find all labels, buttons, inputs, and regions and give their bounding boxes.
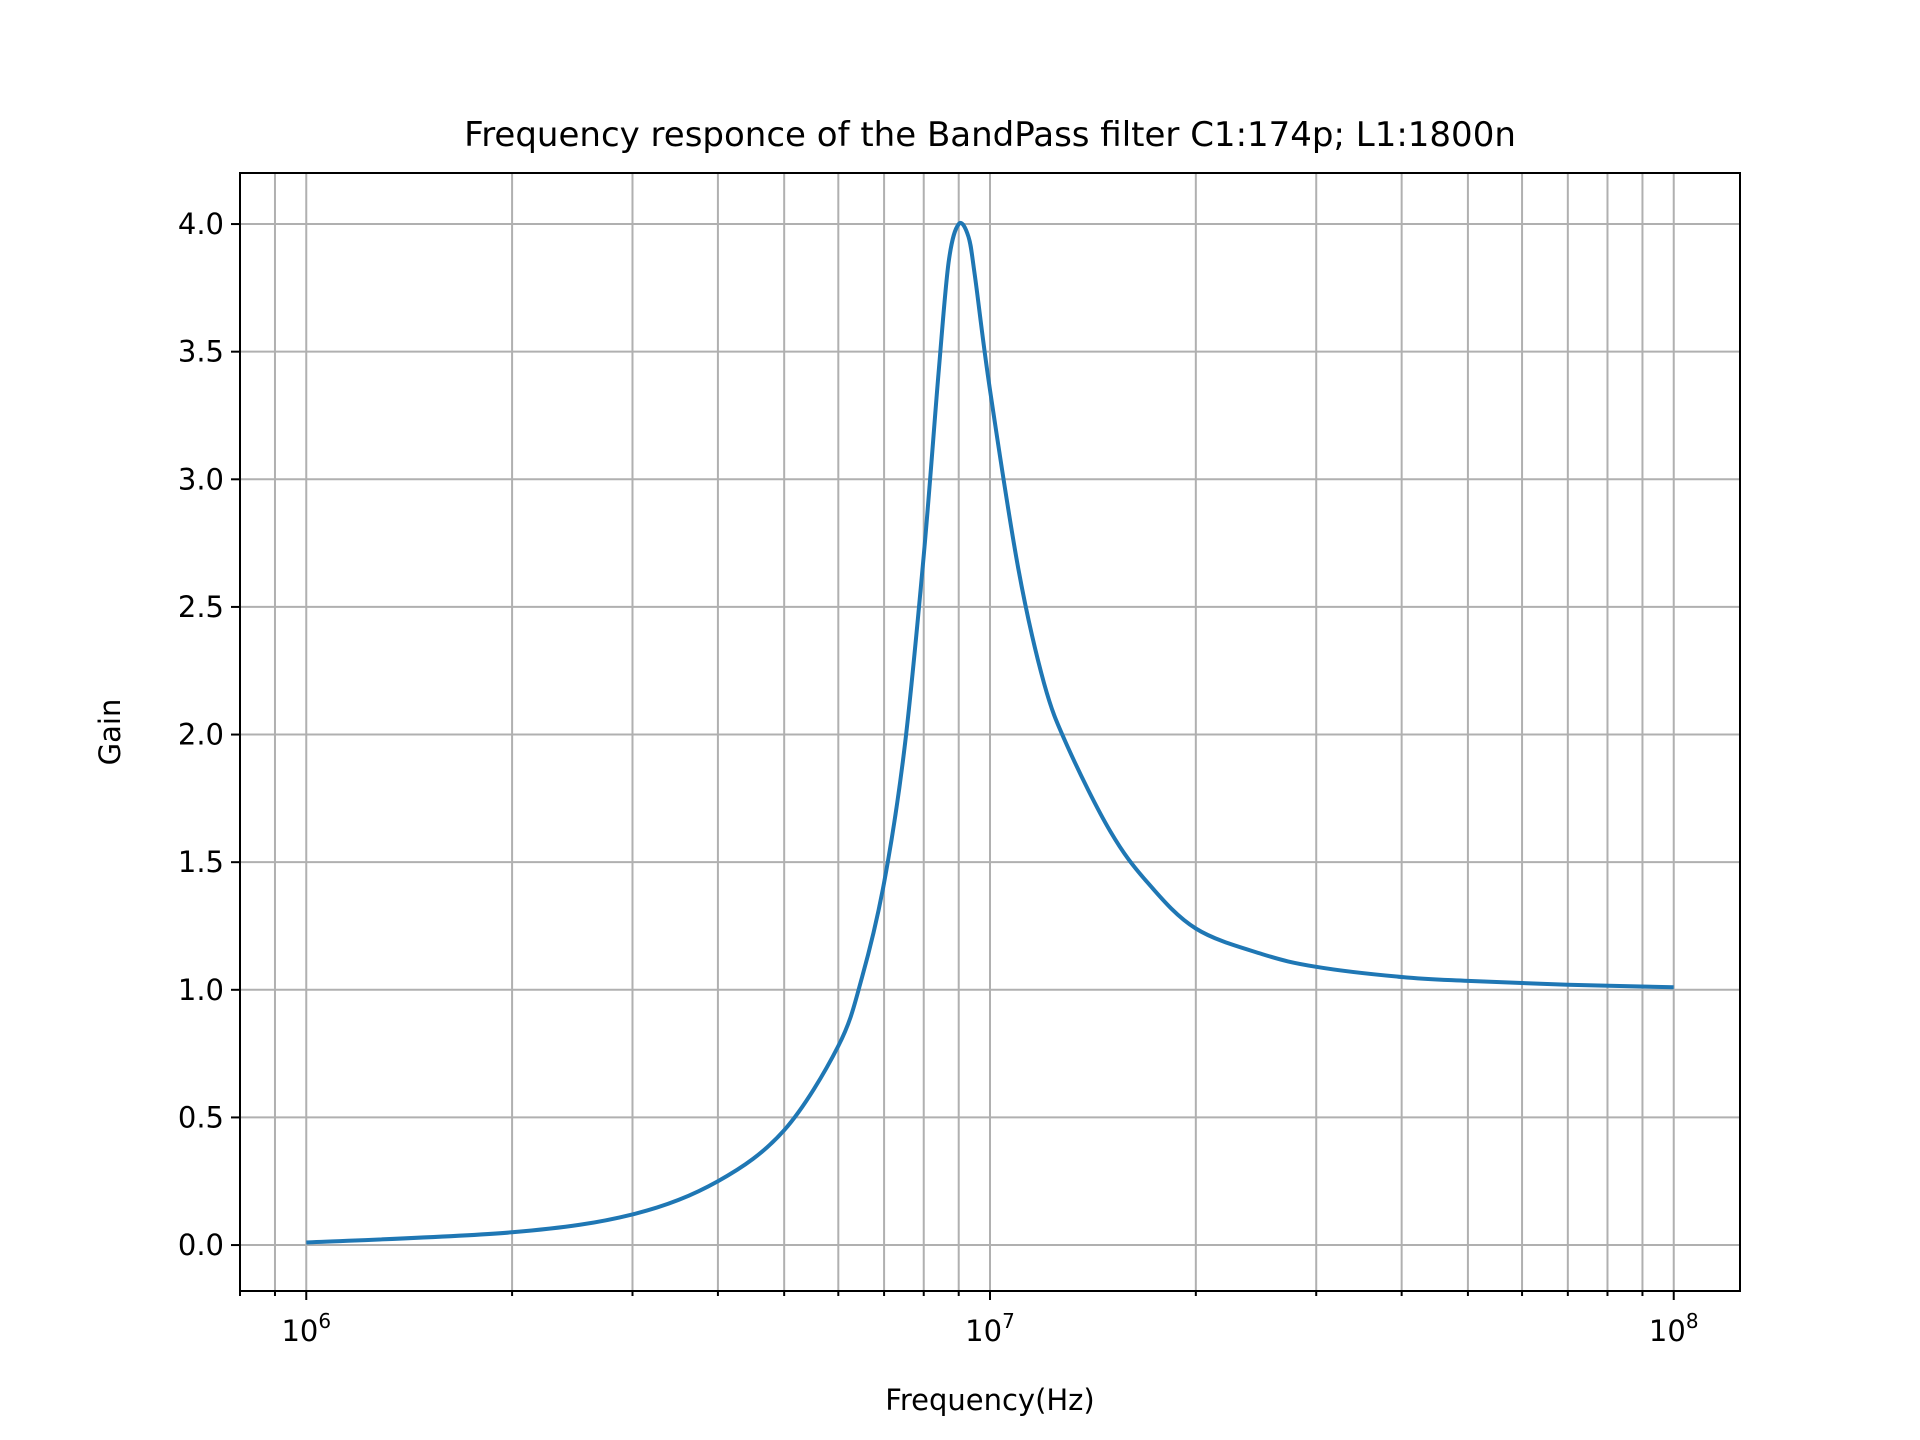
y-tick-label: 2.0 bbox=[178, 718, 224, 752]
series-layer bbox=[306, 221, 1674, 1245]
y-tick-label: 0.0 bbox=[178, 1228, 224, 1262]
plot-frame bbox=[239, 172, 1741, 1292]
chart-title: Frequency responce of the BandPass filte… bbox=[464, 115, 1516, 155]
x-axis-label: Frequency(Hz) bbox=[885, 1383, 1094, 1417]
x-tick-label-base: 10 bbox=[1649, 1314, 1686, 1348]
y-tick-label: 3.0 bbox=[178, 462, 224, 496]
x-tick-label-exponent: 8 bbox=[1686, 1309, 1699, 1333]
gain-series-line bbox=[306, 221, 1674, 1245]
y-tick-label: 2.5 bbox=[178, 590, 224, 624]
x-tick-label-exponent: 6 bbox=[318, 1309, 331, 1333]
y-tick-label: 4.0 bbox=[178, 207, 224, 241]
y-axis-label: Gain bbox=[93, 699, 127, 766]
y-tick-label: 1.5 bbox=[178, 845, 224, 879]
y-tick-label: 0.5 bbox=[178, 1100, 224, 1134]
grid bbox=[239, 173, 1740, 1291]
x-tick-label-base: 10 bbox=[965, 1314, 1002, 1348]
x-tick-label: 108 bbox=[1649, 1309, 1699, 1348]
x-tick-label-exponent: 7 bbox=[1002, 1309, 1015, 1333]
y-tick-label: 1.0 bbox=[178, 973, 224, 1007]
x-tick-label: 107 bbox=[965, 1309, 1015, 1348]
x-tick-label-base: 10 bbox=[281, 1314, 318, 1348]
y-tick-label: 3.5 bbox=[178, 335, 224, 369]
x-tick-label: 106 bbox=[281, 1309, 331, 1348]
